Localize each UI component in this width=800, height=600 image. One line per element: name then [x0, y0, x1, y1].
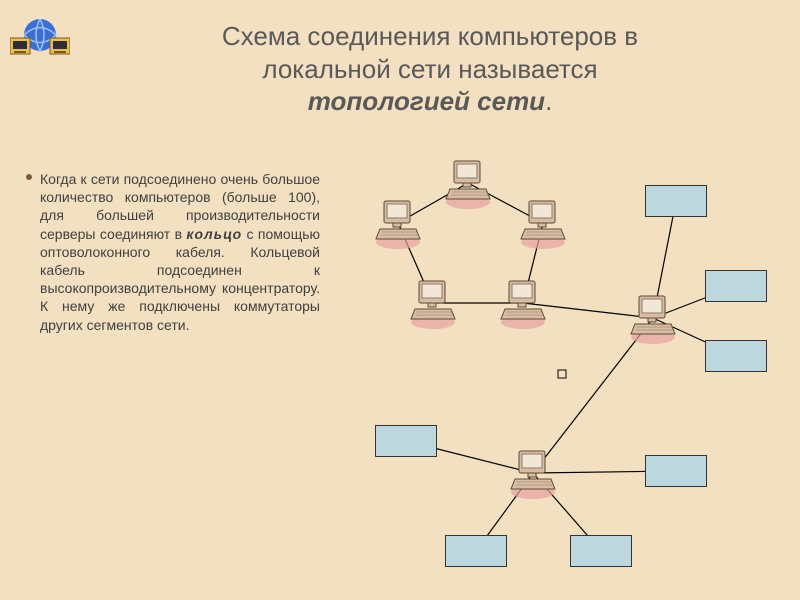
title-line1: Схема соединения компьютеров в — [222, 21, 638, 51]
title-emphasis: топологией сети — [308, 86, 545, 116]
computer-icon — [505, 445, 561, 501]
computer-icon — [495, 275, 551, 331]
terminal-box — [570, 535, 632, 567]
title-suffix: . — [545, 86, 552, 116]
body-ring-word: кольцо — [186, 226, 242, 242]
slide: Схема соединения компьютеров в локальной… — [0, 0, 800, 600]
slide-title: Схема соединения компьютеров в локальной… — [100, 20, 760, 118]
bullet-icon — [26, 174, 32, 180]
corner-network-icon — [10, 10, 70, 60]
computer-icon — [405, 275, 461, 331]
terminal-box — [705, 340, 767, 372]
terminal-box — [375, 425, 437, 457]
terminal-box — [445, 535, 507, 567]
terminal-box — [645, 455, 707, 487]
computer-icon — [515, 195, 571, 251]
network-diagram — [340, 140, 780, 570]
computer-icon — [370, 195, 426, 251]
terminal-box — [645, 185, 707, 217]
terminal-box — [705, 270, 767, 302]
body-paragraph: Когда к сети подсоединено очень большое … — [40, 170, 320, 334]
computer-icon — [625, 290, 681, 346]
computer-icon — [440, 155, 496, 211]
title-line2: локальной сети называется — [262, 54, 597, 84]
